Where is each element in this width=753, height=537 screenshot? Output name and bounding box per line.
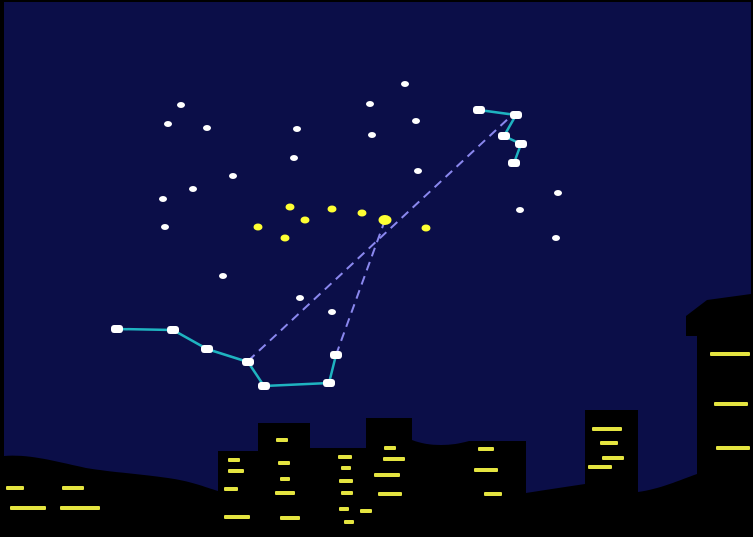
window-light (714, 402, 748, 406)
yellow-star-icon (327, 205, 337, 213)
window-light (224, 487, 238, 491)
window-light (341, 491, 353, 495)
pointer-line-to-tail-star (335, 219, 386, 356)
constellation-star-icon (473, 106, 485, 114)
window-light (339, 479, 353, 483)
window-light (374, 473, 400, 477)
white-star-icon (189, 186, 197, 192)
constellation-star-group (111, 106, 527, 390)
window-light (276, 438, 288, 442)
window-light (228, 458, 240, 462)
window-light (60, 506, 100, 510)
window-light (383, 457, 405, 461)
window-light (228, 469, 244, 473)
white-star-icon (412, 118, 420, 124)
window-light (474, 468, 498, 472)
yellow-star-group (253, 203, 431, 242)
white-star-icon (177, 102, 185, 108)
white-star-icon (293, 126, 301, 132)
white-star-icon (414, 168, 422, 174)
white-star-icon (401, 81, 409, 87)
window-light (602, 456, 624, 460)
window-light (275, 491, 295, 495)
white-star-icon (366, 101, 374, 107)
window-light (344, 520, 354, 524)
window-light (478, 447, 494, 451)
constellation-star-icon (510, 111, 522, 119)
yellow-star-icon (300, 216, 310, 224)
white-star-icon (368, 132, 376, 138)
yellow-star-icon (280, 234, 290, 242)
window-light (224, 515, 250, 519)
white-star-icon (203, 125, 211, 131)
constellation-star-icon (167, 326, 179, 334)
building-windows (6, 352, 750, 524)
constellation-star-icon (323, 379, 335, 387)
window-light (338, 455, 352, 459)
window-light (484, 492, 502, 496)
white-star-icon (229, 173, 237, 179)
constellation-star-icon (242, 358, 254, 366)
window-light (378, 492, 402, 496)
white-star-icon (164, 121, 172, 127)
white-star-icon (159, 196, 167, 202)
yellow-star-icon (285, 203, 295, 211)
window-light (360, 509, 372, 513)
white-star-icon (161, 224, 169, 230)
white-star-group (159, 81, 562, 315)
window-light (600, 441, 618, 445)
window-light (710, 352, 750, 356)
window-light (341, 466, 351, 470)
window-light (280, 516, 300, 520)
window-light (592, 427, 622, 431)
constellation-star-icon (201, 345, 213, 353)
white-star-icon (516, 207, 524, 213)
constellation-star-icon (258, 382, 270, 390)
window-light (588, 465, 612, 469)
window-light (62, 486, 84, 490)
white-star-icon (296, 295, 304, 301)
white-star-icon (328, 309, 336, 315)
constellation-star-icon (508, 159, 520, 167)
window-light (280, 477, 290, 481)
yellow-star-icon (253, 223, 263, 231)
window-light (339, 507, 349, 511)
window-light (716, 446, 750, 450)
window-light (278, 461, 290, 465)
constellation-star-icon (515, 140, 527, 148)
yellow-star-icon (421, 224, 431, 232)
yellow-star-icon (357, 209, 367, 217)
window-light (6, 486, 24, 490)
constellation-star-icon (498, 132, 510, 140)
white-star-icon (290, 155, 298, 161)
bright-yellow-star-icon (378, 215, 392, 225)
white-star-icon (554, 190, 562, 196)
constellation-star-icon (111, 325, 123, 333)
white-star-icon (219, 273, 227, 279)
window-light (384, 446, 396, 450)
constellation-star-icon (330, 351, 342, 359)
pointer-lines (247, 116, 511, 362)
window-light (10, 506, 46, 510)
white-star-icon (552, 235, 560, 241)
